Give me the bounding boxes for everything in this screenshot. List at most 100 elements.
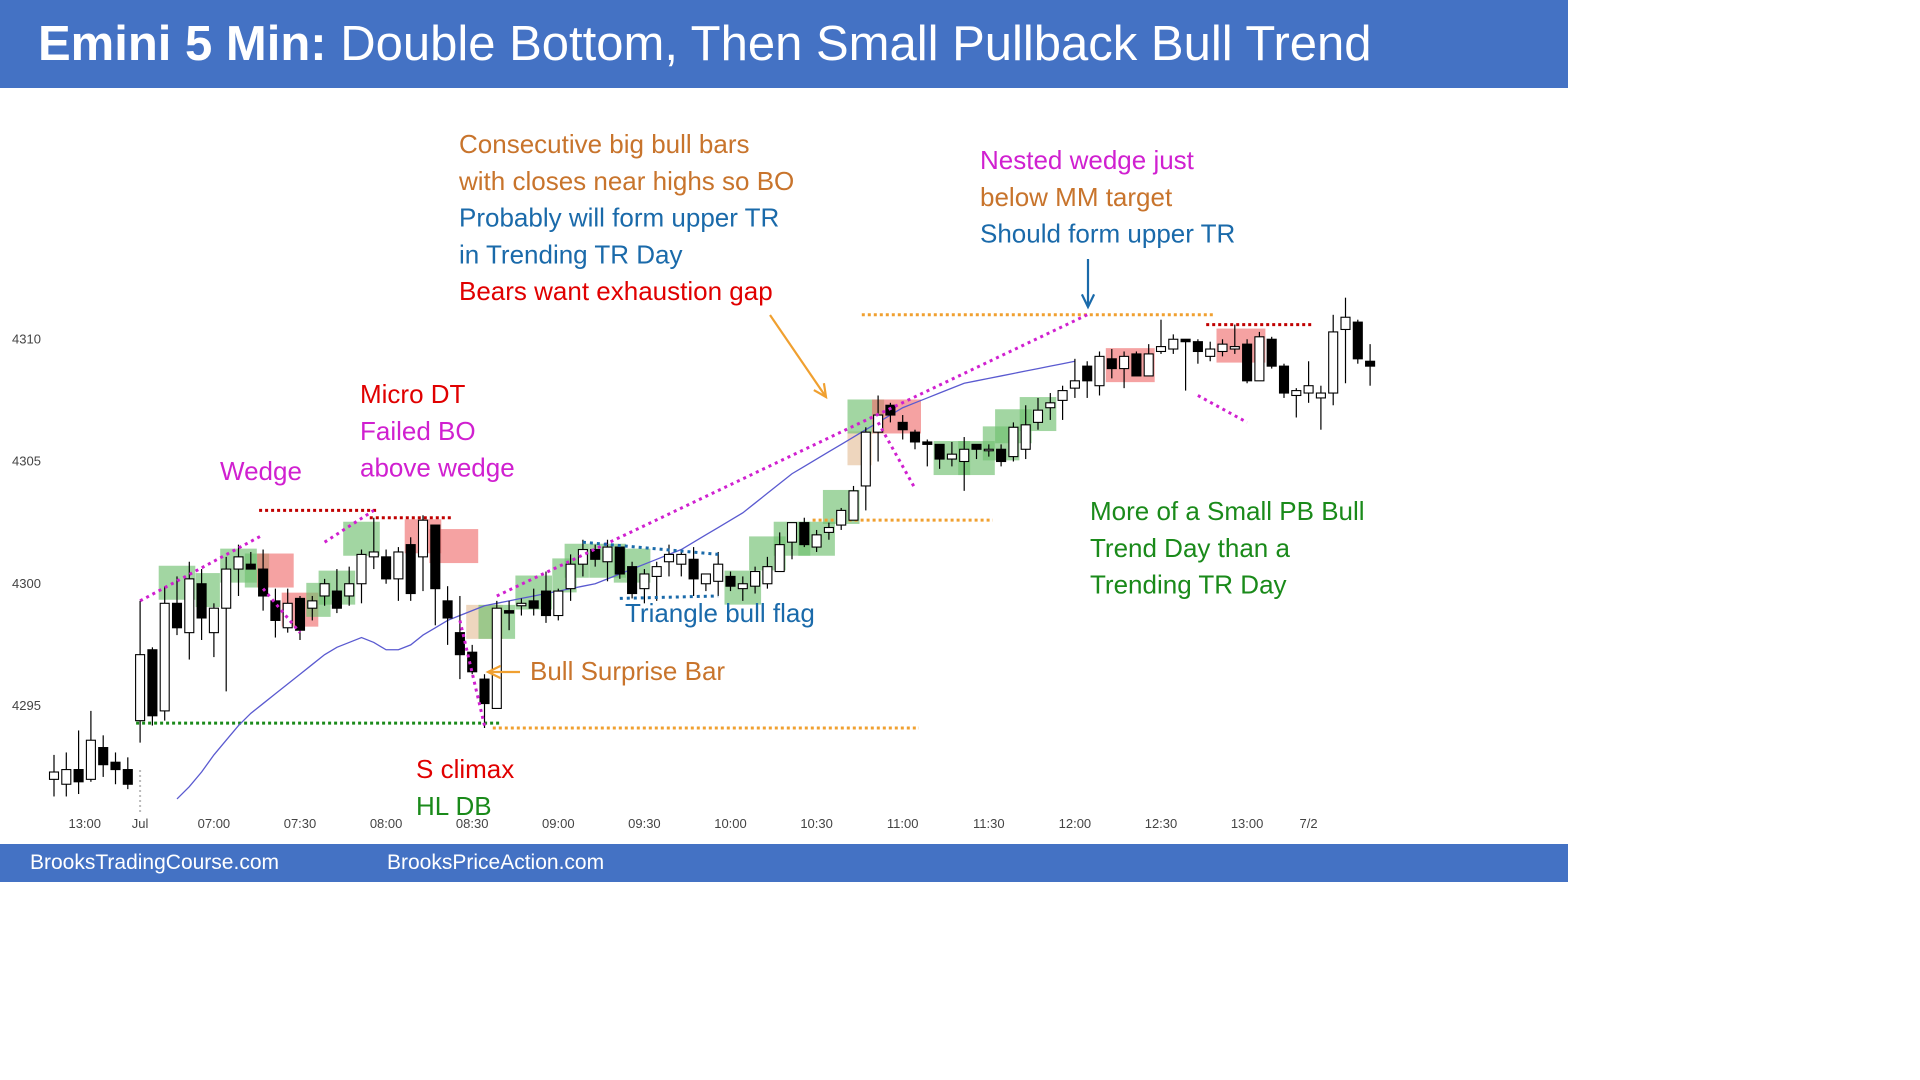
candle-body-65 bbox=[848, 490, 859, 521]
ema-line bbox=[176, 360, 1076, 800]
candle-body-32 bbox=[442, 600, 453, 619]
annotation-small-pb-line-1: Trend Day than a bbox=[1090, 533, 1290, 563]
candle-32 bbox=[442, 586, 453, 645]
nested-wedge-pullback-line bbox=[1197, 394, 1248, 424]
candle-36 bbox=[491, 600, 502, 709]
candle-body-48 bbox=[639, 573, 650, 590]
candle-body-36 bbox=[491, 607, 502, 709]
x-tick-1: Jul bbox=[132, 816, 149, 831]
candle-body-62 bbox=[811, 534, 822, 548]
candle-95 bbox=[1217, 339, 1228, 357]
x-tick-7: 09:30 bbox=[628, 816, 661, 831]
candle-body-11 bbox=[184, 578, 195, 634]
candle-body-54 bbox=[713, 563, 724, 582]
candle-body-45 bbox=[602, 546, 613, 563]
candle-body-37 bbox=[504, 610, 515, 614]
annotation-s-climax-line-0: S climax bbox=[416, 754, 514, 784]
annotation-nested-wedge-line-1: below MM target bbox=[980, 182, 1173, 212]
footer-bar: BrooksTradingCourse.com BrooksPriceActio… bbox=[0, 844, 1568, 882]
candle-body-93 bbox=[1192, 341, 1203, 353]
annotation-bull-surprise-line-0: Bull Surprise Bar bbox=[530, 656, 725, 686]
candle-body-103 bbox=[1315, 392, 1326, 399]
candle-body-0 bbox=[48, 771, 60, 780]
candle-body-39 bbox=[528, 600, 539, 609]
annotation-consecutive-line-0: Consecutive big bull bars bbox=[459, 129, 750, 159]
candle-1 bbox=[61, 752, 72, 797]
candle-103 bbox=[1315, 385, 1326, 430]
candle-96 bbox=[1229, 324, 1240, 354]
annotation-small-pb: More of a Small PB Bull Trend Day than a T… bbox=[1090, 496, 1365, 600]
candle-body-30 bbox=[417, 519, 429, 558]
candle-body-81 bbox=[1045, 402, 1056, 409]
candle-30 bbox=[417, 515, 429, 592]
micro-dt-line bbox=[323, 509, 375, 544]
candle-98 bbox=[1254, 331, 1265, 382]
candle-0 bbox=[48, 754, 60, 797]
candle-106 bbox=[1352, 319, 1363, 364]
candle-body-88 bbox=[1131, 353, 1142, 377]
candle-43 bbox=[577, 539, 588, 577]
candle-84 bbox=[1082, 361, 1093, 398]
candle-body-94 bbox=[1205, 348, 1216, 357]
candle-18 bbox=[270, 588, 281, 638]
candle-body-102 bbox=[1303, 385, 1314, 394]
candle-101 bbox=[1291, 388, 1302, 418]
candle-body-5 bbox=[110, 761, 121, 771]
annotation-nested-wedge: Nested wedge just below MM target Should f… bbox=[980, 145, 1235, 249]
candle-body-50 bbox=[663, 553, 675, 563]
candle-91 bbox=[1168, 334, 1179, 354]
candle-body-92 bbox=[1180, 338, 1191, 343]
footer-right-link[interactable]: BrooksPriceAction.com bbox=[387, 851, 605, 874]
candle-body-41 bbox=[553, 590, 564, 617]
candle-body-64 bbox=[836, 509, 847, 526]
x-tick-2: 07:00 bbox=[198, 816, 231, 831]
y-tick-0: 4295 bbox=[12, 698, 41, 713]
annotation-consecutive-line-4: Bears want exhaustion gap bbox=[459, 276, 773, 306]
candle-body-38 bbox=[516, 602, 527, 607]
candle-body-43 bbox=[577, 548, 588, 565]
candle-33 bbox=[454, 595, 465, 680]
candle-body-60 bbox=[786, 522, 798, 543]
candle-body-105 bbox=[1340, 316, 1351, 331]
candle-2 bbox=[73, 730, 84, 795]
candle-body-18 bbox=[270, 600, 281, 621]
candle-29 bbox=[405, 537, 416, 601]
trend-lines bbox=[139, 313, 1248, 726]
candle-body-40 bbox=[540, 590, 552, 617]
candle-22 bbox=[319, 578, 330, 606]
candle-body-23 bbox=[331, 590, 342, 609]
candle-body-58 bbox=[762, 566, 773, 585]
candle-body-1 bbox=[61, 769, 72, 785]
exhaustion-arrow-shaft bbox=[769, 314, 827, 398]
annotation-micro-dt-line-0: Micro DT bbox=[360, 379, 466, 409]
candle-24 bbox=[344, 566, 355, 606]
annotation-micro-dt-line-2: above wedge bbox=[360, 453, 515, 483]
annotation-micro-dt: Micro DT Failed BO above wedge bbox=[360, 379, 515, 483]
annotation-consecutive-line-1: with closes near highs so BO bbox=[458, 166, 794, 196]
candle-37 bbox=[504, 600, 515, 631]
candle-82 bbox=[1057, 385, 1068, 420]
candle-body-29 bbox=[405, 544, 416, 595]
candle-15 bbox=[233, 544, 244, 596]
candle-body-14 bbox=[221, 568, 232, 609]
candle-12 bbox=[196, 569, 207, 640]
annotation-micro-dt-line-1: Failed BO bbox=[360, 416, 476, 446]
candle-body-31 bbox=[430, 524, 441, 590]
candle-58 bbox=[762, 556, 773, 589]
candle-45 bbox=[602, 539, 613, 582]
candle-3 bbox=[85, 710, 96, 782]
candle-51 bbox=[676, 549, 687, 577]
candle-14 bbox=[221, 556, 232, 692]
candle-61 bbox=[799, 517, 810, 548]
ema-line-group bbox=[176, 360, 1076, 800]
candle-46 bbox=[614, 544, 625, 579]
candle-body-76 bbox=[983, 448, 994, 452]
footer-left-link[interactable]: BrooksTradingCourse.com bbox=[30, 851, 279, 874]
candle-body-25 bbox=[356, 553, 367, 585]
candle-body-98 bbox=[1254, 336, 1265, 382]
x-tick-5: 08:30 bbox=[456, 816, 489, 831]
title-bold: Emini 5 Min: bbox=[38, 17, 327, 71]
candle-100 bbox=[1278, 363, 1290, 398]
candle-body-69 bbox=[897, 421, 908, 431]
candle-body-13 bbox=[208, 607, 219, 634]
